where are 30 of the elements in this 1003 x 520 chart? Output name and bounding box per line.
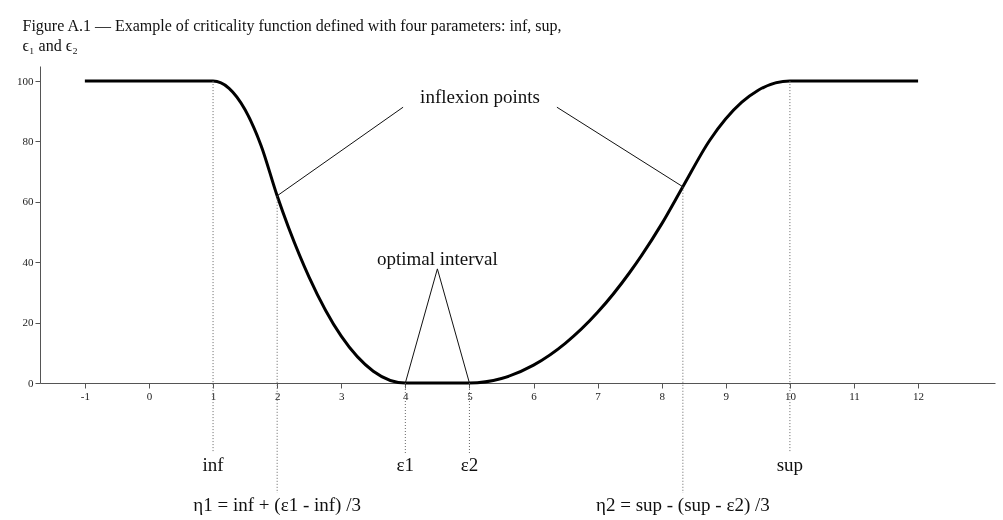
ref-line-label: inf	[202, 454, 225, 475]
x-tick-label: -1	[80, 389, 90, 402]
ref-line-label: η2 = sup - (sup - ε2) /3	[595, 494, 770, 516]
y-tick-label: 100	[17, 74, 34, 87]
ref-line-label: sup	[776, 454, 804, 475]
x-tick-label: 5	[467, 389, 474, 402]
x-tick-label: 11	[849, 389, 860, 402]
x-tick-label: 7	[595, 389, 602, 402]
x-tick-label: 2	[274, 389, 281, 402]
x-tick-label: 6	[531, 389, 538, 402]
chart-title: Figure A.1 — Example of criticality function defined with four parameters: inf, sup, ϵ₁ and ϵ₂	[22, 17, 562, 54]
ref-line-label: ε1	[396, 454, 415, 475]
y-tick-label: 60	[22, 195, 34, 208]
annotation: optimal interval	[376, 247, 498, 269]
x-tick-label: 0	[146, 389, 153, 402]
line-series	[83, 79, 920, 385]
y-tick-label: 0	[28, 376, 34, 389]
x-tick-label: 9	[723, 389, 730, 402]
y-tick-label: 20	[22, 316, 34, 329]
x-tick-label: 4	[403, 389, 410, 402]
ref-line-label: η1 = inf + (ε1 - inf) /3	[193, 494, 361, 516]
annotation: inflexion points	[420, 86, 540, 108]
y-tick-label: 40	[22, 255, 34, 268]
x-tick-label: 8	[659, 389, 666, 402]
x-tick-label: 12	[913, 389, 925, 402]
x-tick-label: 10	[784, 389, 797, 402]
x-tick-label: 1	[210, 389, 217, 402]
ref-line-label: ε2	[460, 454, 479, 475]
y-tick-label: 80	[22, 134, 34, 147]
x-tick-label: 3	[338, 389, 345, 402]
